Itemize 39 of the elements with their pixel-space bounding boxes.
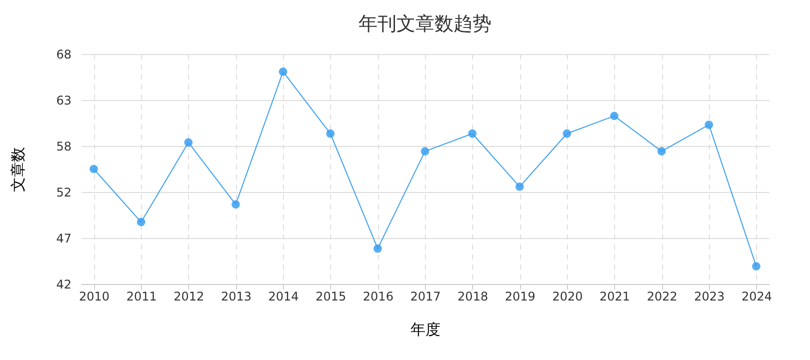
- chart-title: 年刊文章数趋势: [358, 13, 492, 35]
- x-tick-label: 2017: [410, 290, 441, 304]
- x-tick-label: 2013: [220, 290, 252, 304]
- point: [232, 200, 240, 209]
- point: [184, 138, 193, 147]
- point: [515, 182, 524, 191]
- x-tick-label: 2010: [79, 290, 110, 304]
- x-tick-label: 2022: [646, 290, 678, 304]
- x-tick-label: 2015: [316, 290, 346, 304]
- point: [90, 164, 98, 174]
- x-tick-label: 2011: [126, 290, 157, 304]
- y-axis-title: 文章数: [9, 147, 28, 192]
- x-axis-title: 年度: [410, 320, 440, 338]
- point: [610, 112, 618, 120]
- y-tick-label: 58: [56, 140, 72, 154]
- point: [420, 147, 430, 156]
- point: [326, 129, 335, 138]
- point: [562, 129, 572, 138]
- x-tick-label: 2018: [458, 290, 488, 304]
- x-tick-label: 2020: [552, 290, 583, 304]
- point: [704, 120, 714, 129]
- x-tick-label: 2016: [362, 290, 394, 304]
- point: [374, 244, 382, 253]
- point: [278, 68, 288, 76]
- x-tick-label: 2014: [268, 290, 299, 304]
- y-tick-label: 52: [56, 186, 72, 200]
- point: [468, 129, 476, 138]
- y-tick-label: 42: [56, 278, 72, 292]
- y-tick-label: 47: [56, 232, 72, 246]
- point: [136, 218, 146, 226]
- x-tick-label: 2019: [504, 290, 536, 304]
- x-tick-label: 2024: [741, 290, 772, 304]
- y-tick-label: 63: [56, 94, 72, 108]
- x-tick-label: 2012: [174, 290, 204, 304]
- y-tick-label: 68: [56, 48, 72, 62]
- x-tick-label: 2021: [600, 290, 630, 304]
- point: [657, 147, 666, 156]
- x-tick-label: 2023: [694, 290, 725, 304]
- point: [752, 262, 760, 270]
